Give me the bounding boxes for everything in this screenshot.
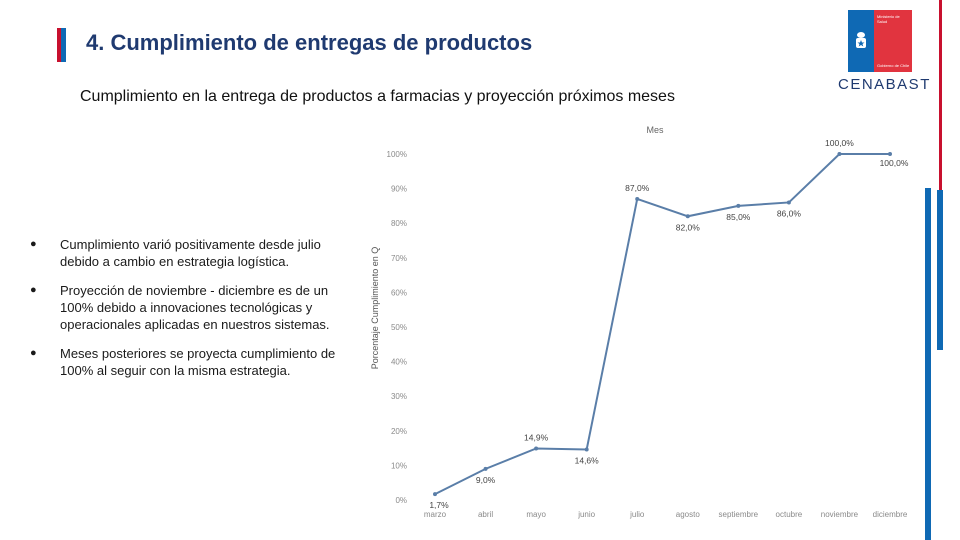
x-tick-label: abril <box>478 510 493 519</box>
data-point <box>433 492 437 497</box>
data-labels: 1,7% 9,0% 14,9% 14,6% 87,0% 82,0% 85,0% 86,0% 10… <box>429 138 909 510</box>
data-label: 1,7% <box>429 500 449 510</box>
x-tick-label: junio <box>577 510 595 519</box>
data-point <box>888 152 892 156</box>
title-accent-blue <box>61 28 66 62</box>
data-point <box>584 447 589 452</box>
bullet-text: Meses posteriores se proyecta cumplimien… <box>60 346 336 378</box>
y-tick-label: 40% <box>391 358 407 367</box>
x-tick-label: septiembre <box>719 510 759 519</box>
x-tick-label: mayo <box>526 510 546 519</box>
data-point <box>483 466 488 471</box>
y-tick-label: 50% <box>391 323 407 332</box>
decor-blue-bar-left <box>925 188 931 540</box>
x-tick-label: marzo <box>424 510 447 519</box>
bullet-item: ● Cumplimiento varió positivamente desde … <box>30 236 350 270</box>
logo-name: CENABAST <box>838 76 931 93</box>
x-axis-ticks: marzo abril mayo junio julio agosto septiembre… <box>424 510 908 519</box>
ministry-line2: Salud <box>877 19 888 25</box>
data-label: 87,0% <box>625 183 650 193</box>
bullet-icon: ● <box>30 347 37 359</box>
chart-title: Mes <box>646 125 664 135</box>
compliance-line-chart: Mes Porcentaje Cumplimiento en Q 0% 10% 20… <box>370 125 909 519</box>
series-line <box>434 153 890 496</box>
y-tick-label: 20% <box>391 427 407 436</box>
data-label: 100,0% <box>880 158 909 168</box>
data-point <box>736 203 741 208</box>
decor-blue-bar-right <box>937 190 943 350</box>
y-axis-ticks: 0% 10% 20% 30% 40% 50% 60% 70% 80% 90% 100% <box>387 150 407 505</box>
logo-blue-panel <box>848 10 874 72</box>
bullet-icon: ● <box>30 284 37 296</box>
data-point <box>635 196 640 201</box>
title-accent-red <box>57 28 61 62</box>
bullet-icon: ● <box>30 238 37 250</box>
y-tick-label: 30% <box>391 392 407 401</box>
government-text: Gobierno de Chile <box>877 62 910 68</box>
bullet-text: Cumplimiento varió positivamente desde j… <box>60 237 321 269</box>
x-tick-label: agosto <box>676 510 701 519</box>
coat-of-arms-icon <box>856 32 866 48</box>
data-point <box>685 214 690 219</box>
y-tick-label: 70% <box>391 254 407 263</box>
bullet-list: ● Cumplimiento varió positivamente desde … <box>30 236 350 391</box>
data-label: 100,0% <box>825 138 854 148</box>
cenabast-logo: Ministerio de Salud Gobierno de Chile CE… <box>838 6 931 98</box>
decor-red-bar <box>939 0 942 190</box>
bullet-item: ● Meses posteriores se proyecta cumplimie… <box>30 345 350 379</box>
y-axis-label: Porcentaje Cumplimiento en Q <box>370 247 380 370</box>
ministry-line1: Ministerio de <box>877 14 900 19</box>
bullet-text: Proyección de noviembre - diciembre es d… <box>60 283 330 332</box>
data-label: 14,9% <box>524 432 549 442</box>
y-tick-label: 60% <box>391 288 407 297</box>
logo-red-panel: Ministerio de Salud Gobierno de Chile <box>874 10 912 72</box>
bullet-item: ● Proyección de noviembre - diciembre es … <box>30 282 350 333</box>
y-tick-label: 80% <box>391 219 407 228</box>
data-points <box>433 152 892 497</box>
y-tick-label: 0% <box>395 496 407 505</box>
data-label: 14,6% <box>575 455 600 465</box>
data-label: 82,0% <box>676 222 701 232</box>
y-tick-label: 100% <box>387 150 407 159</box>
x-tick-label: octubre <box>776 510 803 519</box>
y-tick-label: 10% <box>391 461 407 470</box>
data-label: 86,0% <box>777 208 802 218</box>
data-point <box>534 446 539 451</box>
data-label: 9,0% <box>476 475 496 485</box>
chart-subtitle: Cumplimiento en la entrega de productos … <box>80 88 675 105</box>
data-point <box>837 152 842 156</box>
right-decor-bars <box>925 0 943 540</box>
page-title: 4. Cumplimiento de entregas de productos <box>86 30 533 55</box>
title-accent-bar <box>57 28 66 62</box>
x-tick-label: noviembre <box>821 510 859 519</box>
x-tick-label: julio <box>629 510 645 519</box>
x-tick-label: diciembre <box>873 510 908 519</box>
y-tick-label: 90% <box>391 185 407 194</box>
data-point <box>786 200 791 205</box>
government-logo-box: Ministerio de Salud Gobierno de Chile <box>848 10 912 72</box>
data-label: 85,0% <box>726 212 751 222</box>
